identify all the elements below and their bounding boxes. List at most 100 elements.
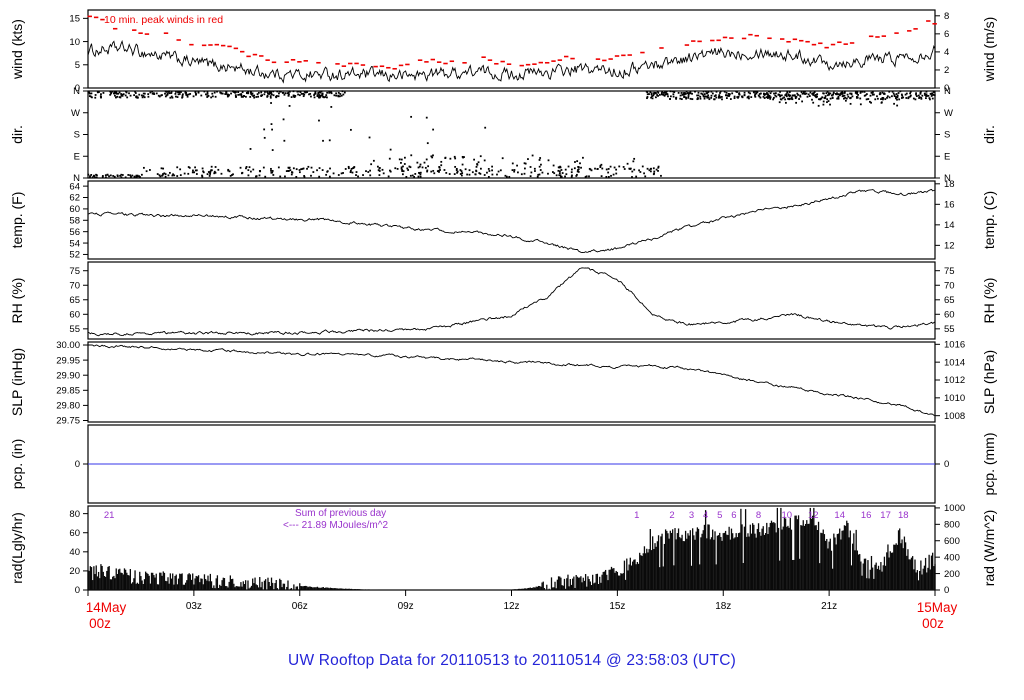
radiation-bar: [553, 587, 555, 590]
radiation-bar: [604, 569, 607, 590]
direction-dot: [876, 95, 878, 98]
direction-dot: [456, 171, 458, 174]
left-tick-label: 29.90: [56, 370, 80, 381]
direction-dot: [870, 91, 873, 94]
direction-dot: [689, 90, 692, 93]
direction-dot: [163, 172, 166, 175]
direction-dot: [665, 91, 667, 94]
radiation-bar: [267, 577, 269, 590]
direction-dot: [120, 93, 123, 95]
direction-dot: [382, 172, 385, 175]
peak-wind-mark: [544, 61, 550, 64]
direction-dot: [427, 165, 430, 168]
radiation-bar: [584, 574, 587, 590]
radiation-bar: [812, 515, 814, 590]
direction-dot: [832, 93, 834, 96]
radiation-bar: [516, 589, 519, 590]
radiation-bar: [363, 589, 366, 590]
radiation-bar: [900, 543, 902, 590]
radiation-bar: [137, 583, 140, 590]
direction-dot: [301, 168, 304, 170]
radiation-bar: [539, 586, 541, 590]
direction-dot: [702, 95, 705, 98]
direction-dot: [110, 92, 112, 95]
radiation-bar: [540, 586, 542, 590]
direction-dot: [785, 101, 787, 104]
direction-dot: [537, 173, 540, 176]
direction-dot: [657, 165, 660, 168]
direction-dot: [725, 91, 728, 94]
radiation-bar: [269, 586, 271, 590]
direction-dot: [187, 172, 190, 175]
direction-dot: [691, 98, 694, 101]
direction-dot: [101, 175, 104, 177]
direction-dot: [631, 170, 634, 173]
radiation-bar: [703, 524, 706, 590]
radiation-bar: [593, 583, 595, 590]
direction-dot: [297, 90, 300, 93]
radiation-bar: [759, 532, 761, 590]
direction-dot: [160, 167, 163, 170]
peak-wind-mark: [564, 55, 569, 58]
direction-dot: [319, 91, 322, 94]
direction-dot: [484, 126, 487, 129]
direction-dot: [579, 162, 581, 165]
direction-dot: [559, 176, 562, 178]
direction-dot: [290, 173, 293, 176]
direction-dot: [477, 161, 480, 164]
radiation-bar: [362, 589, 364, 590]
direction-dot: [401, 173, 404, 176]
radiation-bar: [883, 556, 886, 590]
direction-dot: [362, 174, 364, 176]
radiation-bar: [123, 568, 126, 590]
direction-dot: [540, 163, 542, 166]
x-tick-label: 15z: [609, 601, 625, 612]
direction-dot: [840, 92, 843, 95]
direction-dot: [256, 93, 259, 96]
direction-dot: [909, 90, 912, 93]
radiation-bar: [234, 587, 236, 590]
radiation-bar: [152, 572, 154, 590]
radiation-bar: [927, 567, 929, 590]
direction-dot: [100, 96, 102, 99]
direction-dot: [773, 92, 775, 95]
peak-wind-mark: [189, 43, 194, 46]
radiation-bar: [187, 574, 189, 590]
direction-dot: [788, 91, 791, 93]
direction-dot: [560, 169, 563, 171]
radiation-bar: [933, 566, 935, 590]
radiation-bar: [804, 523, 807, 590]
peak-wind-mark: [805, 40, 810, 43]
direction-dot: [262, 166, 265, 169]
peak-wind-mark: [627, 54, 632, 56]
direction-dot: [475, 165, 478, 168]
radiation-bar: [313, 587, 315, 590]
direction-dot: [907, 96, 910, 99]
radiation-bar: [312, 587, 314, 590]
radiation-bar: [873, 578, 875, 590]
radiation-bar: [326, 587, 328, 590]
direction-dot: [511, 162, 514, 165]
radiation-bar: [324, 587, 327, 590]
peak-wind-mark: [875, 36, 880, 38]
radiation-bar: [628, 564, 630, 590]
direction-dot: [460, 170, 463, 173]
direction-dot: [789, 94, 792, 97]
direction-dot: [264, 175, 267, 178]
x-date-label-start: 14May: [86, 600, 127, 615]
direction-dot: [707, 96, 710, 99]
radiation-bar: [529, 587, 531, 590]
direction-dot: [455, 169, 458, 172]
direction-dot: [824, 95, 827, 97]
radiation-bar: [255, 584, 257, 590]
direction-dot: [710, 90, 713, 93]
direction-dot: [211, 95, 214, 98]
direction-dot: [310, 166, 313, 169]
radiation-bar: [787, 525, 789, 590]
radiation-bar: [241, 586, 243, 590]
radiation-bar: [677, 528, 680, 590]
direction-dot: [529, 175, 532, 178]
peak-wind-mark: [100, 18, 105, 21]
radiation-bar: [519, 588, 521, 590]
